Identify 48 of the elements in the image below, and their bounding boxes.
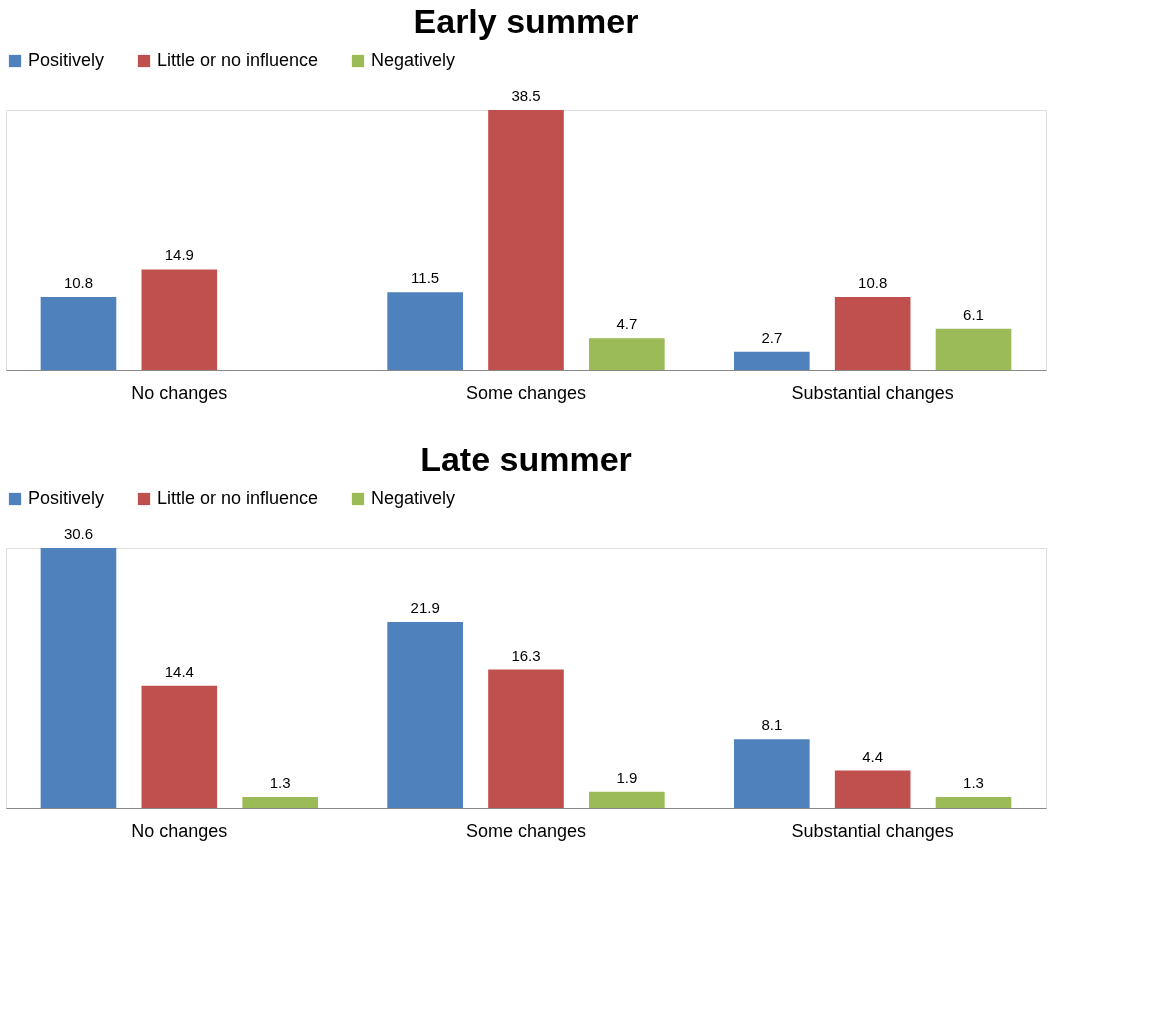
data-label: 38.5 (511, 87, 541, 104)
bar (834, 297, 911, 370)
data-label: 4.7 (616, 315, 638, 333)
bar (387, 621, 463, 808)
x-tick-label: Substantial changes (791, 820, 954, 841)
bar (387, 292, 463, 370)
data-label: 30.6 (63, 525, 94, 542)
data-label: 6.1 (963, 305, 984, 323)
chart-title: Early summer (413, 2, 639, 40)
legend-label: Negatively (371, 50, 456, 70)
x-tick-label: No changes (131, 820, 228, 841)
bar (488, 669, 564, 808)
x-tick-label: Some changes (465, 820, 587, 841)
data-label: 4.4 (862, 747, 884, 765)
data-label: 21.9 (410, 598, 440, 616)
bar (834, 770, 911, 808)
bar (589, 338, 665, 370)
legend-label: Positively (28, 50, 105, 70)
bar (589, 791, 665, 808)
x-tick-label: No changes (131, 382, 228, 403)
bar (935, 328, 1012, 370)
data-label: 1.9 (616, 768, 638, 786)
data-label: 10.8 (63, 274, 94, 292)
data-label: 16.3 (511, 646, 541, 664)
bar (734, 351, 810, 370)
bar (40, 548, 117, 808)
chart-title: Late summer (420, 440, 632, 478)
bar (141, 685, 218, 808)
x-tick-label: Some changes (465, 382, 587, 403)
legend-label: Little or no influence (157, 50, 319, 70)
data-label: 14.9 (164, 246, 194, 264)
bar (488, 110, 564, 370)
legend-label: Positively (28, 488, 105, 508)
data-label: 8.1 (761, 716, 783, 734)
data-label: 2.7 (761, 328, 783, 346)
bar (141, 269, 218, 370)
bar (734, 739, 810, 808)
data-label: 14.4 (164, 662, 194, 680)
x-tick-label: Substantial changes (791, 382, 954, 403)
data-label: 1.3 (963, 773, 984, 791)
legend-label: Negatively (371, 488, 456, 508)
bar (40, 297, 117, 370)
data-label: 11.5 (411, 269, 440, 287)
legend-label: Little or no influence (157, 488, 319, 508)
data-label: 1.3 (269, 773, 291, 791)
bar (935, 796, 1012, 808)
bar (242, 796, 318, 808)
data-label: 10.8 (858, 274, 888, 292)
